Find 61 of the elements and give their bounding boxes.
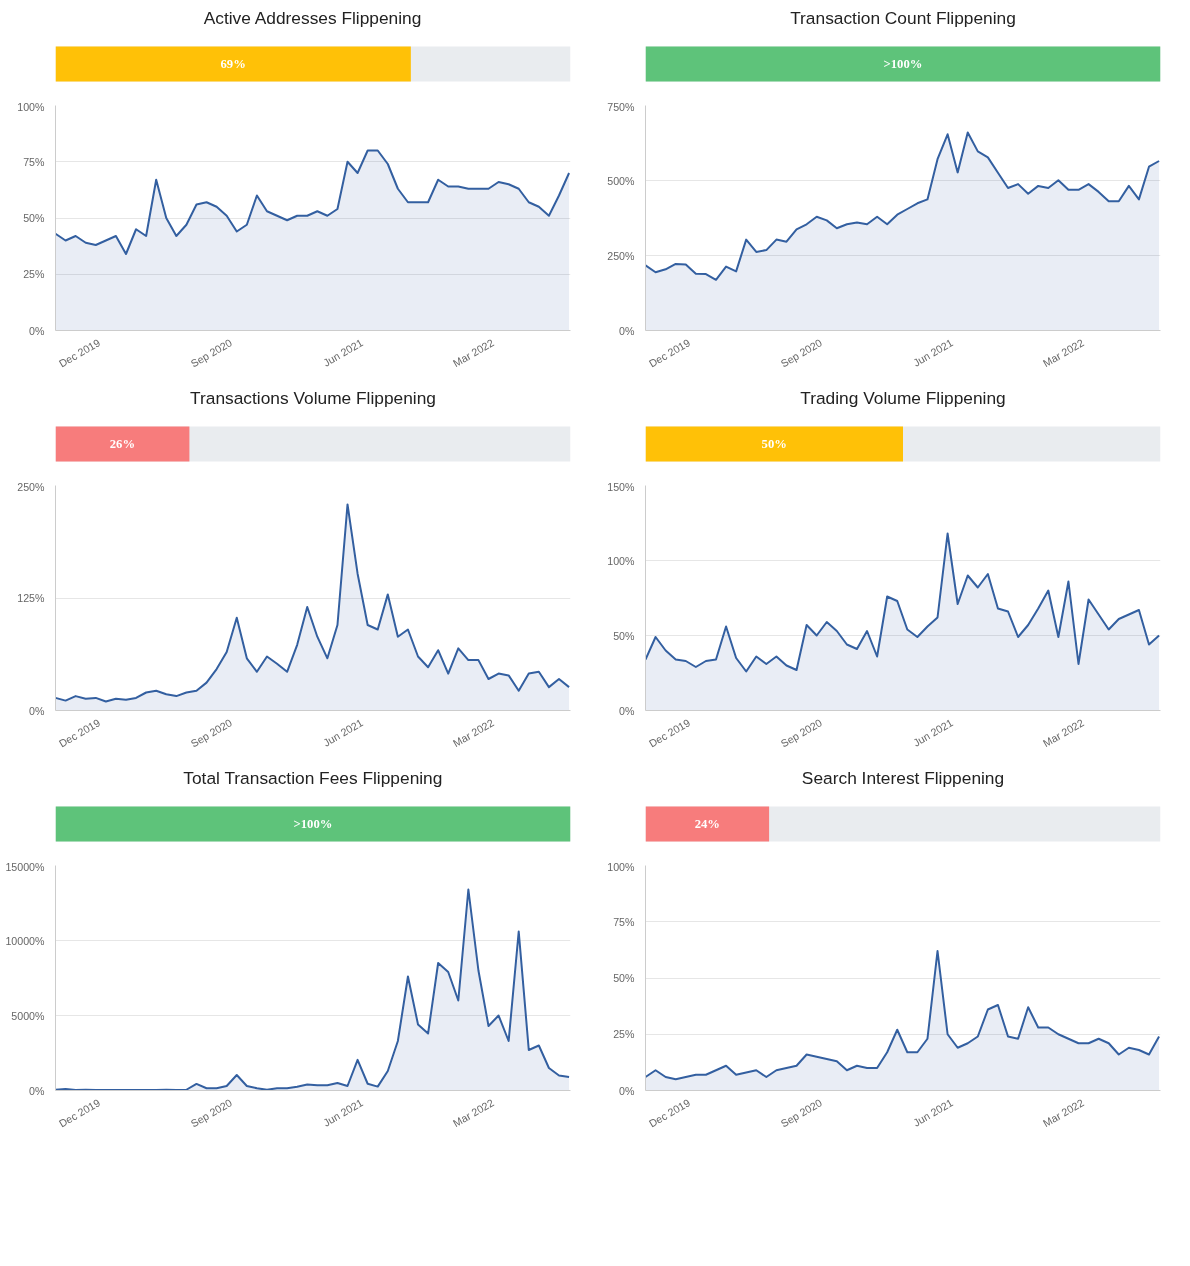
y-tick-label: 50%: [613, 972, 636, 984]
x-tick-label: Dec 2019: [646, 716, 693, 750]
text: Search Interest Flippening: [801, 767, 1005, 788]
y-tick-label: 100%: [607, 860, 636, 873]
data-label: 69%: [220, 57, 246, 71]
text: Active Addresses Flippening: [203, 7, 422, 28]
x-tick-label: Mar 2022: [1040, 336, 1086, 370]
x-tick-label: Jun 2021: [320, 1096, 365, 1129]
x-tick-label: Jun 2021: [910, 1096, 955, 1129]
data-label: 50%: [761, 437, 787, 451]
text: Total Transaction Fees Flippening: [183, 767, 443, 788]
y-tick-label: 25%: [613, 1028, 636, 1041]
x-tick-label: Dec 2019: [56, 1096, 103, 1130]
data-label: 26%: [109, 437, 136, 451]
x-tick-label: Mar 2022: [450, 336, 496, 370]
x-tick-label: Jun 2021: [320, 336, 365, 369]
text: Transaction Count Flippening: [790, 7, 1016, 28]
x-tick-label: Dec 2019: [646, 336, 693, 370]
x-tick-label: Jun 2021: [910, 336, 955, 369]
y-tick-label: 0%: [619, 704, 636, 717]
x-tick-label: Dec 2019: [646, 1096, 693, 1130]
x-tick-label: Dec 2019: [56, 336, 103, 370]
text: Trading Volume Flippening: [800, 387, 1006, 408]
y-tick-label: 0%: [619, 1084, 636, 1097]
y-tick-label: 75%: [613, 915, 636, 928]
y-tick-label: 250%: [607, 249, 636, 262]
x-tick-label: Sep 2020: [188, 336, 235, 370]
x-tick-label: Sep 2020: [188, 1096, 235, 1130]
data-label: >100%: [883, 57, 923, 71]
data-label: >100%: [293, 817, 333, 831]
x-tick-label: Jun 2021: [320, 716, 365, 749]
x-tick-label: Sep 2020: [778, 716, 825, 750]
y-tick-label: 15000%: [5, 860, 46, 873]
y-tick-label: 0%: [29, 704, 46, 717]
text: Transactions Volume Flippening: [190, 387, 436, 408]
y-tick-label: 0%: [619, 324, 636, 337]
y-tick-label: 500%: [607, 174, 636, 187]
y-tick-label: 100%: [17, 100, 46, 113]
y-tick-label: 75%: [23, 155, 46, 168]
x-tick-label: Sep 2020: [778, 336, 825, 370]
y-tick-label: 50%: [613, 629, 636, 642]
y-tick-label: 750%: [607, 100, 636, 113]
y-tick-label: 10000%: [5, 934, 46, 947]
y-tick-label: 25%: [23, 268, 46, 281]
y-tick-label: 50%: [23, 212, 46, 224]
y-tick-label: 0%: [29, 324, 46, 337]
data-label: 24%: [694, 817, 720, 831]
x-tick-label: Dec 2019: [56, 716, 103, 750]
y-tick-label: 5000%: [11, 1009, 46, 1022]
y-tick-label: 125%: [17, 592, 46, 604]
y-tick-label: 150%: [607, 480, 636, 493]
y-tick-label: 250%: [17, 480, 46, 493]
x-tick-label: Sep 2020: [188, 716, 235, 750]
x-tick-label: Mar 2022: [1040, 1096, 1086, 1130]
x-tick-label: Mar 2022: [450, 716, 496, 750]
x-tick-label: Sep 2020: [778, 1096, 825, 1130]
y-tick-label: 100%: [607, 554, 636, 567]
x-tick-label: Mar 2022: [1040, 716, 1086, 750]
x-tick-label: Mar 2022: [450, 1096, 496, 1130]
y-tick-label: 0%: [29, 1084, 46, 1097]
x-tick-label: Jun 2021: [910, 716, 955, 749]
